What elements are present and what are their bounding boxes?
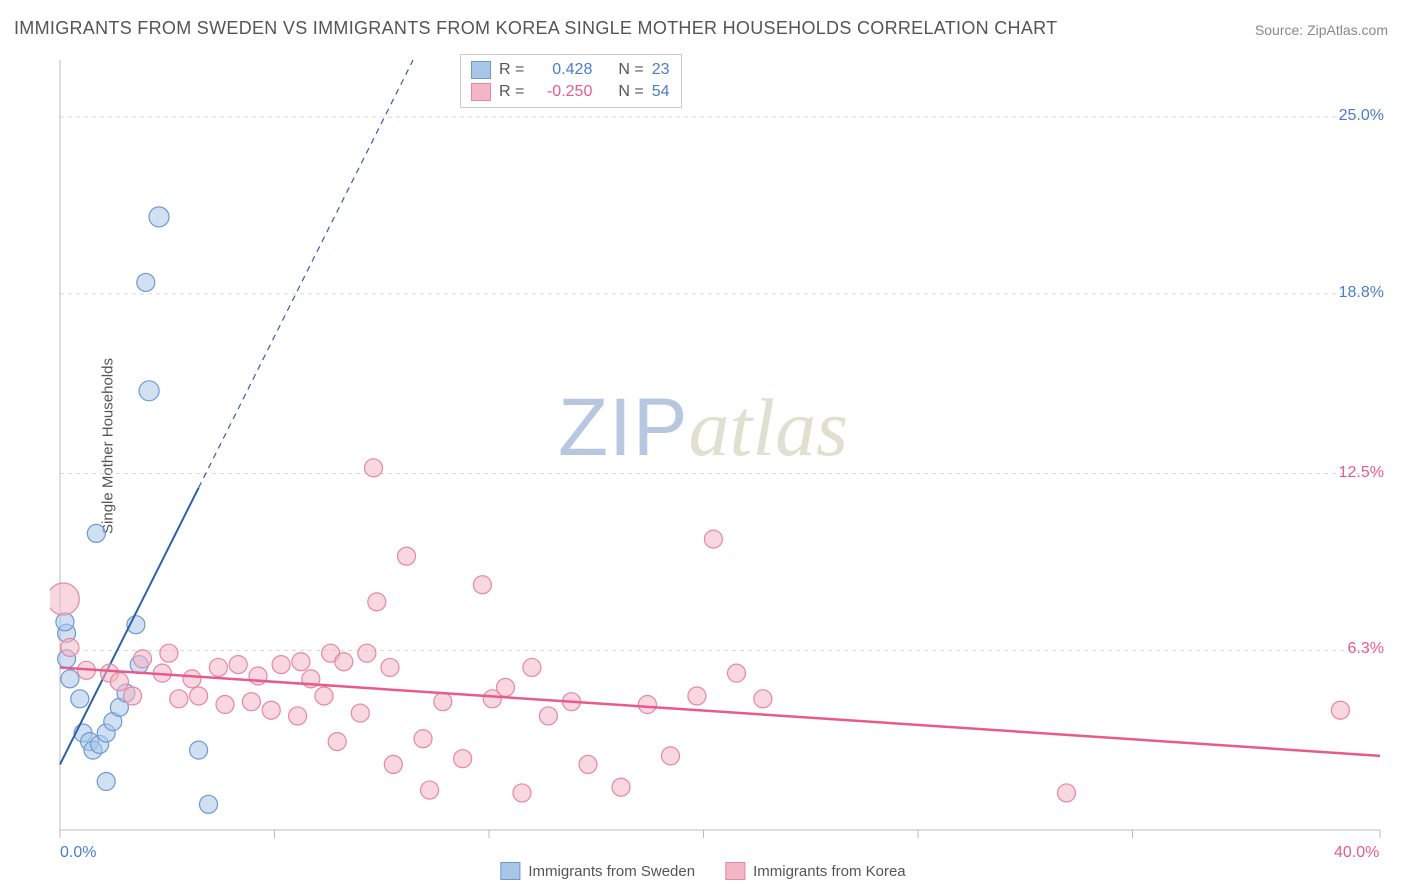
x-tick-label: 40.0% <box>1334 844 1379 862</box>
chart-area <box>50 50 1396 852</box>
chart-title: IMMIGRANTS FROM SWEDEN VS IMMIGRANTS FRO… <box>14 18 1057 39</box>
legend-swatch <box>500 862 520 880</box>
x-tick-label: 0.0% <box>60 844 96 862</box>
n-value: 54 <box>652 83 670 101</box>
y-tick-label: 6.3% <box>1348 640 1384 658</box>
legend-label: Immigrants from Korea <box>753 863 906 880</box>
legend-swatch <box>725 862 745 880</box>
legend-item: Immigrants from Sweden <box>500 862 695 880</box>
n-label: N = <box>618 61 643 79</box>
y-tick-label: 12.5% <box>1339 464 1384 482</box>
r-value: -0.250 <box>532 83 592 101</box>
n-value: 23 <box>652 61 670 79</box>
r-label: R = <box>499 83 524 101</box>
scatter-chart-svg <box>50 50 1396 852</box>
stats-row: R = -0.250 N = 54 <box>471 81 669 103</box>
n-label: N = <box>618 83 643 101</box>
r-label: R = <box>499 61 524 79</box>
legend-item: Immigrants from Korea <box>725 862 906 880</box>
r-value: 0.428 <box>532 61 592 79</box>
source-attribution: Source: ZipAtlas.com <box>1255 22 1388 38</box>
series-legend: Immigrants from Sweden Immigrants from Ko… <box>500 862 905 880</box>
correlation-stats-box: R = 0.428 N = 23 R = -0.250 N = 54 <box>460 54 682 108</box>
stats-row: R = 0.428 N = 23 <box>471 59 669 81</box>
y-tick-label: 25.0% <box>1339 107 1384 125</box>
series-swatch <box>471 61 491 79</box>
legend-label: Immigrants from Sweden <box>528 863 695 880</box>
series-swatch <box>471 83 491 101</box>
y-tick-label: 18.8% <box>1339 284 1384 302</box>
